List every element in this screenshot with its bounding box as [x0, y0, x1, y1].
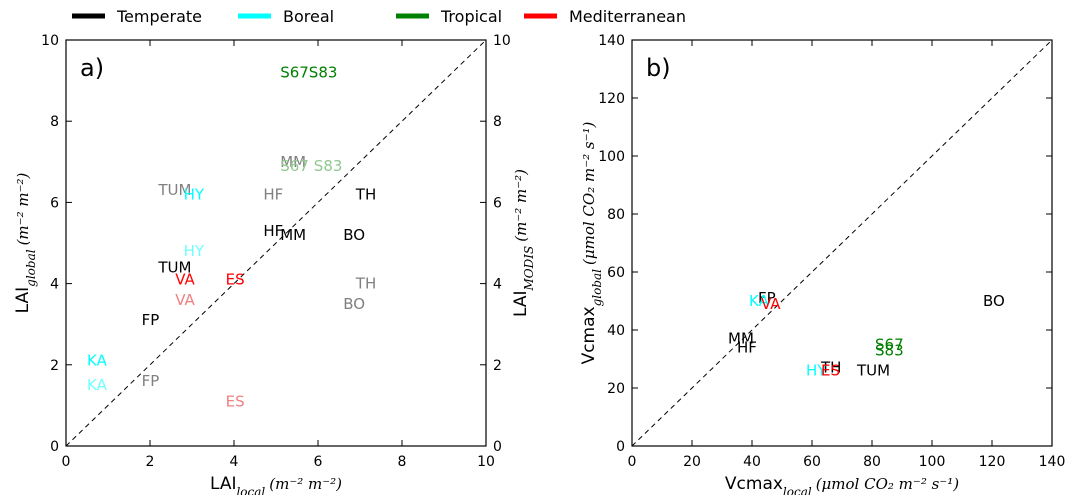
point-label: HY [806, 362, 827, 380]
point-label: HF [263, 222, 283, 240]
x-tick-label: 140 [1039, 454, 1066, 470]
y-tick-label: 0 [50, 439, 59, 455]
point-label: FP [142, 311, 160, 329]
point-label: FP [142, 372, 160, 390]
panel-label: a) [80, 54, 104, 82]
y-axis-label: LAIglobal(m⁻² m⁻²) [13, 172, 38, 313]
point-label: S67S83 [280, 63, 337, 81]
point-label: VA [761, 295, 781, 313]
point-label: S67 [280, 157, 309, 175]
legend-label: Tropical [440, 7, 502, 26]
point-label: ES [226, 271, 245, 289]
legend-label: Mediterranean [569, 7, 686, 26]
y-tick-label: 8 [50, 114, 59, 130]
x-tick-label: 20 [683, 454, 701, 470]
plot-frame [631, 39, 1053, 447]
y-tick-label: 140 [598, 33, 625, 49]
y-tick-label: 120 [598, 91, 625, 107]
x-tick-label: 80 [863, 454, 881, 470]
x-axis-label: LAIlocal (m⁻² m⁻²) [210, 474, 342, 495]
legend-item: Temperate [72, 7, 202, 26]
x-tick-label: 0 [62, 454, 71, 470]
point-label: S67 [875, 336, 904, 354]
y-axis-label: Vcmaxglobal(μmol CO₂ m⁻² s⁻¹) [579, 121, 604, 364]
y-tick-label: 10 [41, 33, 59, 49]
point-label: BO [343, 295, 365, 313]
point-label: KA [749, 292, 770, 310]
point-label: HY [184, 185, 205, 203]
point-label: VA [175, 271, 195, 289]
point-label: BO [343, 226, 365, 244]
y2-axis-label: LAIMODIS(m⁻² m⁻²) [511, 169, 536, 317]
x-tick-label: 0 [628, 454, 637, 470]
x-axis-label: Vcmaxlocal (μmol CO₂ m⁻² s⁻¹) [725, 474, 959, 495]
point-label: KA [87, 376, 108, 394]
point-label: ES [821, 362, 840, 380]
point-label: TH [820, 359, 841, 377]
panel-label: b) [646, 54, 671, 82]
point-label: TH [355, 185, 376, 203]
point-label: BO [983, 292, 1005, 310]
y-tick-label: 6 [50, 195, 59, 211]
x-tick-label: 10 [477, 454, 495, 470]
point-label: TUM [157, 258, 191, 276]
point-label: HF [737, 338, 757, 356]
y2-tick-label: 4 [493, 277, 502, 293]
y-tick-label: 60 [607, 265, 625, 281]
point-label: KA [87, 352, 108, 370]
point-label: MM [728, 330, 754, 348]
x-tick-label: 40 [743, 454, 761, 470]
y-tick-label: 4 [50, 277, 59, 293]
legend-label: Temperate [116, 7, 202, 26]
legend-item: Boreal [238, 7, 334, 26]
point-label: S83 [875, 341, 904, 359]
y2-tick-label: 10 [493, 33, 511, 49]
point-label: MM [280, 153, 306, 171]
y2-tick-label: 6 [493, 195, 502, 211]
point-label: TUM [157, 181, 191, 199]
panel-b: 0 20 40 60 80 100 120 140 0 20 40 60 80 100 120 140 b) FP… [579, 33, 1065, 495]
x-tick-label: 8 [398, 454, 407, 470]
point-label: HY [184, 242, 205, 260]
point-label: ES [226, 392, 245, 410]
one-to-one-line [631, 39, 1053, 447]
point-label: TH [355, 275, 376, 293]
y-tick-label: 80 [607, 207, 625, 223]
y-tick-label: 0 [616, 439, 625, 455]
point-label: HF [263, 185, 283, 203]
legend-label: Boreal [283, 7, 334, 26]
point-label: FP [758, 289, 776, 307]
x-tick-label: 2 [146, 454, 155, 470]
x-tick-label: 6 [314, 454, 323, 470]
x-tick-label: 60 [803, 454, 821, 470]
y-tick-label: 20 [607, 381, 625, 397]
point-label: VA [175, 291, 195, 309]
y2-tick-label: 0 [493, 439, 502, 455]
legend-item: Mediterranean [524, 7, 686, 26]
x-tick-label: 120 [979, 454, 1006, 470]
legend: Temperate Boreal Tropical Mediterranean [72, 7, 686, 26]
x-tick-label: 100 [919, 454, 946, 470]
plot-frame [65, 39, 487, 447]
one-to-one-line [65, 39, 487, 447]
legend-item: Tropical [396, 7, 502, 26]
point-label: TUM [856, 362, 890, 380]
y-tick-label: 100 [598, 149, 625, 165]
y-tick-label: 2 [50, 358, 59, 374]
point-label: MM [280, 226, 306, 244]
y-tick-label: 40 [607, 323, 625, 339]
y2-tick-label: 8 [493, 114, 502, 130]
y2-tick-label: 2 [493, 358, 502, 374]
point-label: S83 [314, 157, 343, 175]
x-tick-label: 4 [230, 454, 239, 470]
